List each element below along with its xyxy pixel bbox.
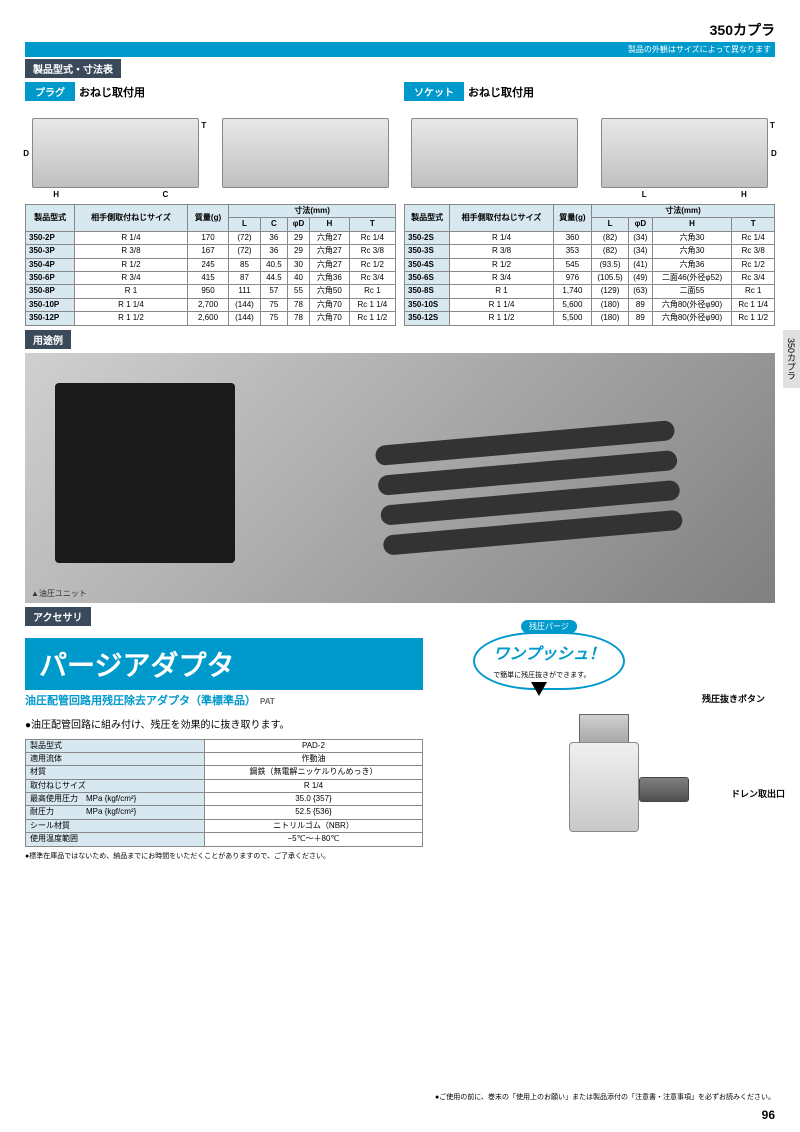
spec-table: 製品型式PAD-2適用流体作動油材質鋼鉄（無電解ニッケルりんめっき）取付ねじサイ…	[25, 739, 423, 847]
accessory-title: パージアダプタ	[25, 638, 423, 690]
plug-subtitle: おねじ取付用	[79, 84, 145, 100]
page-title: 350カプラ	[25, 20, 775, 40]
adapter-diagram	[539, 702, 679, 862]
pointer-button: 残圧抜きボタン	[702, 692, 765, 705]
accessory-label: アクセサリ	[25, 607, 91, 626]
arrow-icon	[531, 682, 547, 696]
footer-note: ●ご使用の前に、巻末の「使用上のお願い」または製品添付の「注意書・注意事項」を必…	[435, 1092, 775, 1102]
socket-tag: ソケット	[404, 82, 464, 101]
accessory-note: ●標準在庫品ではないため、納品までにお時間をいただくことがありますので、ご了承く…	[25, 851, 423, 861]
accessory-subtitle: 油圧配管回路用残圧除去アダプタ（準標準品）PAT	[25, 692, 423, 708]
page-number: 96	[762, 1108, 775, 1122]
plug-diagram: DHCT	[25, 105, 396, 200]
side-tab: 350カプラ	[783, 330, 800, 388]
plug-table: 製品型式相手側取付ねじサイズ質量(g)寸法(mm) LCφDHT 350-2PR…	[25, 204, 396, 326]
plug-tag: プラグ	[25, 82, 75, 101]
socket-table: 製品型式相手側取付ねじサイズ質量(g)寸法(mm) LφDHT 350-2SR …	[404, 204, 775, 326]
usage-label: 用途例	[25, 330, 71, 349]
accessory-desc: ●油圧配管回路に組み付け、残圧を効果的に抜き取ります。	[25, 716, 423, 731]
socket-diagram: TDHL	[404, 105, 775, 200]
section-label: 製品型式・寸法表	[25, 59, 121, 78]
usage-photo: ▲油圧ユニット	[25, 353, 775, 603]
photo-caption: ▲油圧ユニット	[31, 588, 87, 599]
header-note: 製品の外観はサイズによって異なります	[25, 42, 775, 57]
pointer-drain: ドレン取出口	[731, 787, 785, 800]
socket-subtitle: おねじ取付用	[468, 84, 534, 100]
bubble: 残圧パージ ワンプッシュ！ で簡単に残圧抜きができます。	[473, 632, 625, 690]
